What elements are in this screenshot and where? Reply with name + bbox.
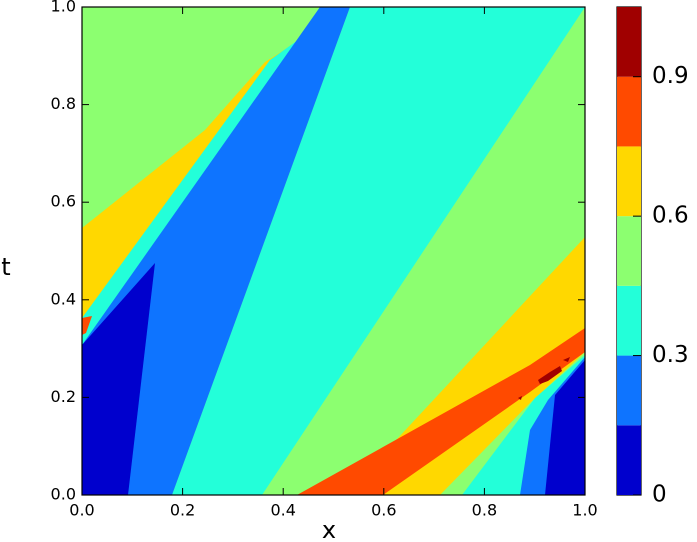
x-tick-label: 0.2: [170, 501, 195, 520]
x-tick-label: 0.4: [270, 501, 295, 520]
contour-region: [545, 360, 585, 495]
y-tick-label: 0.6: [51, 192, 76, 211]
contour-region: [82, 7, 350, 495]
y-tick-label: 0.0: [51, 485, 76, 504]
x-axis-label: x: [322, 516, 336, 542]
contour-region: [538, 366, 562, 384]
colorbar-tick-label: 0.3: [652, 342, 689, 368]
contour-region: [82, 316, 92, 335]
y-tick-label: 0.2: [51, 387, 76, 406]
contour-region: [172, 7, 585, 495]
colorbar-segment: [617, 146, 641, 217]
colorbar-tick-label: 0: [652, 482, 667, 508]
y-axis-label: t: [1, 253, 10, 281]
contour-regions: [82, 7, 585, 495]
y-tick-label: 1.0: [51, 0, 76, 16]
x-tick-label: 1.0: [572, 501, 597, 520]
x-tick-label: 0.8: [472, 501, 497, 520]
colorbar-segment: [617, 7, 641, 77]
x-tick-label: 0.6: [371, 501, 396, 520]
x-tick-label: 0.0: [69, 501, 94, 520]
contour-region: [518, 396, 522, 400]
colorbar-segment: [617, 216, 641, 286]
plot-frame: [81, 6, 586, 496]
y-tick-label: 0.8: [51, 94, 76, 113]
colorbar-tick-label: 0.6: [652, 203, 689, 229]
contour-region: [82, 263, 155, 495]
contour-region: [563, 357, 570, 362]
colorbar-segment: [617, 285, 641, 356]
colorbar-segment: [617, 355, 641, 426]
colorbar-segment: [617, 425, 641, 495]
y-tick-label: 0.4: [51, 289, 76, 308]
colorbar-tick-label: 0.9: [652, 63, 689, 89]
colorbar-segment: [617, 76, 641, 147]
